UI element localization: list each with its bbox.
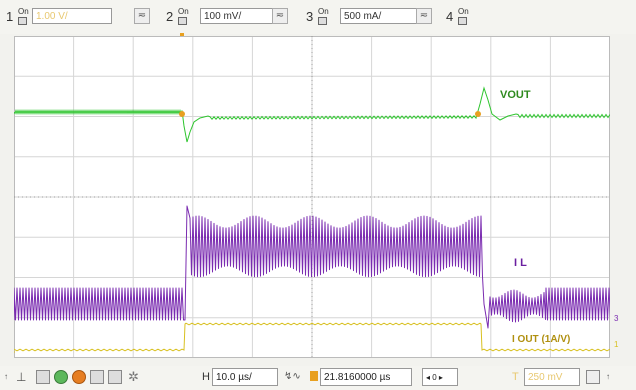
iout-trace [13,322,611,352]
grid-icon[interactable] [36,370,50,384]
bottom-toolbar: ↑ ⊥ ✲ H 10.0 µs/ ↯∿ 21.8160000 µs ◂ 0 ▸ … [0,366,636,390]
delay-field[interactable]: 21.8160000 µs [320,368,412,386]
trigger-point-left [179,111,185,117]
trigger-level-field[interactable]: 250 mV [524,368,580,386]
center-axes [14,36,610,358]
channel-3-scale-field[interactable]: 500 mA/ [340,8,420,24]
cursor-icon[interactable]: ⊥ [16,370,27,384]
iout-label: I OUT (1A/V) [512,334,570,345]
ch1-offset-marker[interactable]: 1 [614,340,619,349]
channel-3-on-toggle[interactable]: On [318,8,329,25]
delay-stepper[interactable]: ◂ 0 ▸ [422,368,458,386]
channel-2-scale-field[interactable]: 100 mV/ [200,8,280,24]
channel-3-coupling-icon[interactable]: ≂ [416,8,432,24]
channel-4-number: 4 [446,9,454,24]
trigger-arrow-icon[interactable]: ↑ [606,372,610,381]
channel-1-coupling-icon[interactable]: ≂ [134,8,150,24]
channel-3-number: 3 [306,9,314,24]
channel-toolbar: 1 On 1.00 V/ ≂ 2 On 100 mV/ ≂ 3 On 500 m… [0,0,636,34]
il-trace [13,205,611,329]
timebase-field[interactable]: 10.0 µs/ [212,368,278,386]
trigger-position-marker[interactable] [180,33,184,36]
brightness-icon[interactable]: ✲ [128,369,139,384]
delay-marker-icon [310,371,318,381]
channel-2-coupling-icon[interactable]: ≂ [272,8,288,24]
stop-icon[interactable] [72,370,86,384]
channel-1-on-toggle[interactable]: On [18,8,29,25]
channel-2-on-toggle[interactable]: On [178,8,189,25]
ch3-offset-marker[interactable]: 3 [614,314,619,323]
channel-1-scale-field[interactable]: 1.00 V/ [32,8,112,24]
timebase-label: H [202,371,210,383]
scope-display: VOUT I L I OUT (1A/V) [13,36,611,358]
run-icon[interactable] [54,370,68,384]
channel-1-number: 1 [6,9,14,24]
vout-trace [13,86,611,143]
pointer-icon[interactable]: ↑ [4,372,8,381]
trigger-slope-icon[interactable] [586,370,600,384]
print-icon[interactable] [108,370,122,384]
channel-2-number: 2 [166,9,174,24]
trigger-label: T [512,371,519,383]
camera-icon[interactable] [90,370,104,384]
channel-4-on-toggle[interactable]: On [458,8,469,25]
vout-label: VOUT [500,89,531,101]
il-label: I L [514,257,527,269]
trigger-point-right [475,111,481,117]
delay-arrows-icon[interactable]: ↯∿ [284,371,301,382]
waveform-plot: VOUT I L I OUT (1A/V) [13,36,611,358]
